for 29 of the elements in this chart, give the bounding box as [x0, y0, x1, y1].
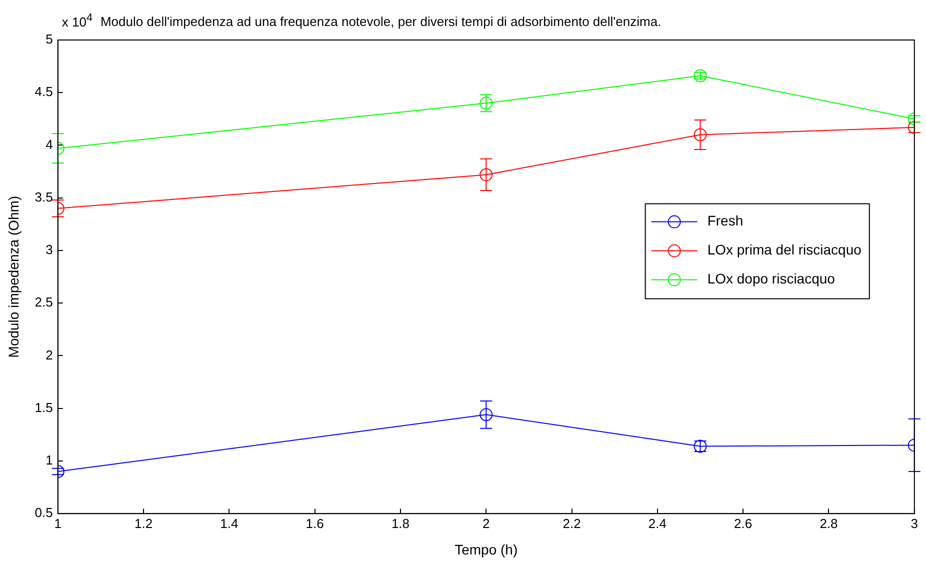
legend-label: Fresh [707, 212, 744, 229]
y-tick-label: 2.5 [34, 294, 53, 310]
point [694, 128, 707, 142]
y-tick-label: 4.5 [34, 84, 53, 100]
x-tick-label: 2.4 [648, 516, 666, 531]
x-tick-label: 1.6 [306, 516, 324, 531]
y-tick-label: 2 [46, 347, 53, 362]
y-tick-label: 5 [46, 32, 53, 47]
point [480, 168, 493, 182]
x-tick-label: 1.4 [220, 516, 238, 531]
x-tick-label: 2 [482, 516, 490, 531]
y-tick-label: 3 [46, 242, 53, 258]
x-tick-label: 1.2 [134, 516, 153, 531]
legend-label: LOx dopo risciacquo [707, 270, 836, 287]
x-tick-label: 2.6 [734, 516, 752, 531]
y-tick-label: 1 [46, 452, 53, 468]
y-axis-title: Modulo impedenza (Ohm) [5, 196, 22, 358]
y-tick-label: 3.5 [34, 189, 53, 204]
legend-label: LOx prima del risciacquo [707, 242, 862, 258]
text: x 10$^{4}$ [62, 12, 92, 30]
x-axis-title: Tempo (h) [454, 541, 518, 558]
x-tick-label: 1.8 [391, 516, 410, 531]
y-tick-label: 4 [46, 136, 53, 152]
x-tick-label: 3 [910, 516, 918, 531]
x-tick-label: 2.8 [820, 516, 838, 531]
y-tick-label: 0.5 [34, 505, 53, 520]
x-tick-label: 2.2 [562, 516, 581, 531]
y-tick-label: 1.5 [34, 400, 53, 415]
chart-title: Modulo dell'impedenza ad una frequenza notevole, per diversi tempi di adsorbimento dell'enzima. [100, 14, 662, 29]
